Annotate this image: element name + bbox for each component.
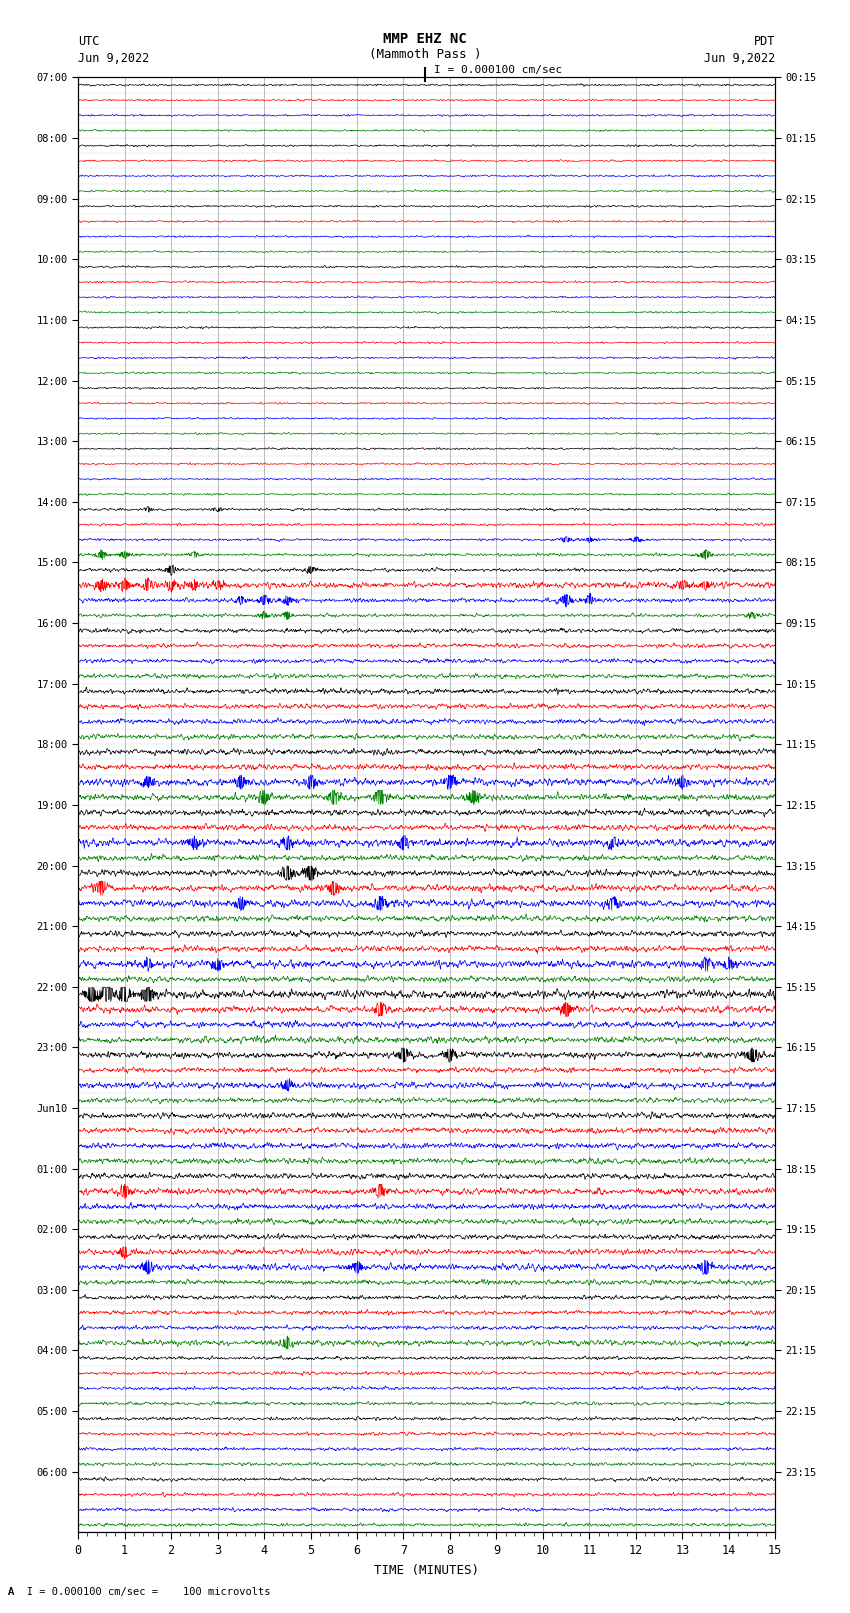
Text: MMP EHZ NC: MMP EHZ NC <box>383 32 467 47</box>
Text: Jun 9,2022: Jun 9,2022 <box>78 52 150 65</box>
Text: (Mammoth Pass ): (Mammoth Pass ) <box>369 48 481 61</box>
Text: UTC: UTC <box>78 35 99 48</box>
Text: PDT: PDT <box>754 35 775 48</box>
Text: A  I = 0.000100 cm/sec =    100 microvolts: A I = 0.000100 cm/sec = 100 microvolts <box>8 1587 271 1597</box>
Text: I = 0.000100 cm/sec: I = 0.000100 cm/sec <box>434 65 562 74</box>
X-axis label: TIME (MINUTES): TIME (MINUTES) <box>374 1565 479 1578</box>
Text: Jun 9,2022: Jun 9,2022 <box>704 52 775 65</box>
Text: A: A <box>8 1587 21 1597</box>
